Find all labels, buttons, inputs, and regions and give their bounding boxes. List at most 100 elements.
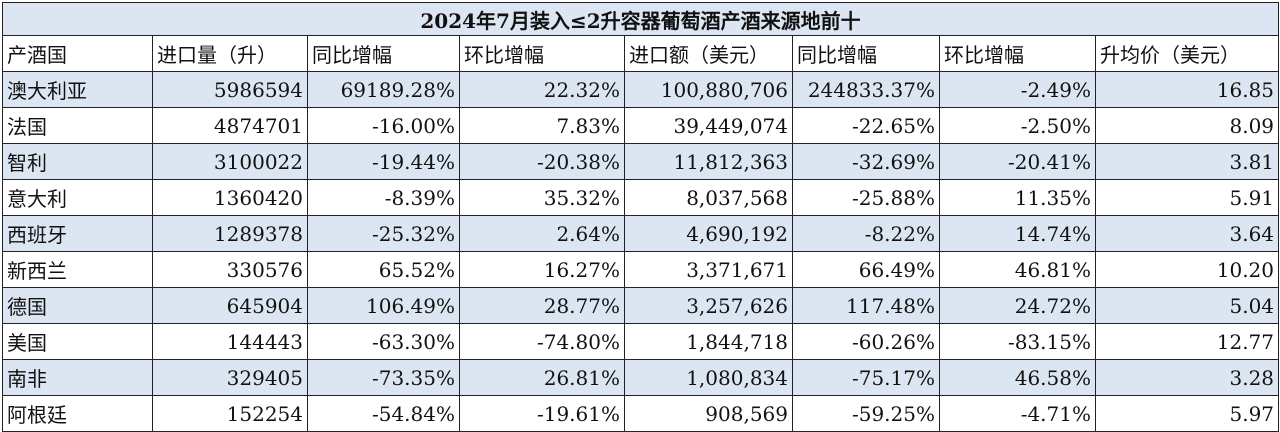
cell-import-volume: 330576 xyxy=(152,251,308,288)
cell-import-value: 3,371,671 xyxy=(624,251,793,288)
table-row: 智利 3100022 -19.44% -20.38% 11,812,363 -32.69%… xyxy=(2,143,1280,180)
cell-value-yoy: -60.26% xyxy=(792,323,940,360)
cell-import-volume: 1289378 xyxy=(152,215,308,252)
cell-country: 新西兰 xyxy=(2,251,153,288)
cell-country: 意大利 xyxy=(2,179,153,216)
header-row: 产酒国 进口量（升） 同比增幅 环比增幅 进口额（美元） 同比增幅 环比增幅 升… xyxy=(2,35,1280,72)
cell-price-per-liter: 12.77 xyxy=(1094,323,1280,360)
table-row: 阿根廷 152254 -54.84% -19.61% 908,569 -59.25% -4.… xyxy=(2,395,1280,432)
cell-value-mom: 46.58% xyxy=(939,359,1096,396)
cell-volume-mom: 2.64% xyxy=(459,215,625,252)
cell-import-value: 4,690,192 xyxy=(624,215,793,252)
cell-volume-mom: -19.61% xyxy=(459,395,625,432)
cell-price-per-liter: 10.20 xyxy=(1094,251,1280,288)
cell-volume-mom: 16.27% xyxy=(459,251,625,288)
cell-volume-yoy: -16.00% xyxy=(307,107,460,144)
cell-value-yoy: -8.22% xyxy=(792,215,940,252)
cell-import-value: 39,449,074 xyxy=(624,107,793,144)
cell-volume-yoy: -8.39% xyxy=(307,179,460,216)
cell-import-value: 1,080,834 xyxy=(624,359,793,396)
cell-volume-mom: 35.32% xyxy=(459,179,625,216)
cell-import-volume: 3100022 xyxy=(152,143,308,180)
table-row: 德国 645904 106.49% 28.77% 3,257,626 117.48% 24.… xyxy=(2,287,1280,324)
cell-volume-mom: 26.81% xyxy=(459,359,625,396)
cell-value-mom: 14.74% xyxy=(939,215,1096,252)
cell-country: 西班牙 xyxy=(2,215,153,252)
cell-import-volume: 4874701 xyxy=(152,107,308,144)
cell-value-mom: -4.71% xyxy=(939,395,1096,432)
table-row: 意大利 1360420 -8.39% 35.32% 8,037,568 -25.88% 11… xyxy=(2,179,1280,216)
cell-volume-yoy: -19.44% xyxy=(307,143,460,180)
cell-import-value: 100,880,706 xyxy=(624,71,793,108)
cell-import-value: 3,257,626 xyxy=(624,287,793,324)
cell-value-mom: -20.41% xyxy=(939,143,1096,180)
header-value-mom: 环比增幅 xyxy=(939,35,1096,72)
cell-price-per-liter: 3.64 xyxy=(1094,215,1280,252)
cell-volume-yoy: 69189.28% xyxy=(307,71,460,108)
cell-volume-yoy: -63.30% xyxy=(307,323,460,360)
table-row: 新西兰 330576 65.52% 16.27% 3,371,671 66.49% 46.8… xyxy=(2,251,1280,288)
cell-value-mom: -2.50% xyxy=(939,107,1096,144)
cell-import-volume: 645904 xyxy=(152,287,308,324)
cell-value-yoy: -32.69% xyxy=(792,143,940,180)
table-row: 澳大利亚 5986594 69189.28% 22.32% 100,880,706 244… xyxy=(2,71,1280,108)
cell-value-yoy: -59.25% xyxy=(792,395,940,432)
cell-price-per-liter: 16.85 xyxy=(1094,71,1280,108)
header-import-volume: 进口量（升） xyxy=(152,35,308,72)
cell-volume-yoy: 106.49% xyxy=(307,287,460,324)
cell-country: 南非 xyxy=(2,359,153,396)
cell-volume-mom: -20.38% xyxy=(459,143,625,180)
table-body: 澳大利亚 5986594 69189.28% 22.32% 100,880,706 244… xyxy=(2,71,1280,432)
cell-volume-yoy: -54.84% xyxy=(307,395,460,432)
cell-price-per-liter: 3.28 xyxy=(1094,359,1280,396)
cell-value-yoy: -22.65% xyxy=(792,107,940,144)
cell-volume-mom: 7.83% xyxy=(459,107,625,144)
cell-country: 阿根廷 xyxy=(2,395,153,432)
cell-value-yoy: -75.17% xyxy=(792,359,940,396)
cell-country: 法国 xyxy=(2,107,153,144)
cell-value-yoy: 244833.37% xyxy=(792,71,940,108)
cell-import-value: 11,812,363 xyxy=(624,143,793,180)
header-import-value: 进口额（美元） xyxy=(624,35,793,72)
cell-value-mom: 24.72% xyxy=(939,287,1096,324)
cell-price-per-liter: 3.81 xyxy=(1094,143,1280,180)
cell-import-volume: 1360420 xyxy=(152,179,308,216)
table-row: 美国 144443 -63.30% -74.80% 1,844,718 -60.26% -8… xyxy=(2,323,1280,360)
cell-import-value: 1,844,718 xyxy=(624,323,793,360)
header-volume-mom: 环比增幅 xyxy=(459,35,625,72)
cell-import-volume: 152254 xyxy=(152,395,308,432)
cell-value-mom: 46.81% xyxy=(939,251,1096,288)
table-title: 2024年7月装入≤2升容器葡萄酒产酒来源地前十 xyxy=(1,2,1280,36)
cell-value-mom: -83.15% xyxy=(939,323,1096,360)
cell-country: 德国 xyxy=(2,287,153,324)
cell-value-yoy: 66.49% xyxy=(792,251,940,288)
header-volume-yoy: 同比增幅 xyxy=(307,35,460,72)
cell-import-volume: 144443 xyxy=(152,323,308,360)
cell-volume-yoy: -73.35% xyxy=(307,359,460,396)
cell-price-per-liter: 5.97 xyxy=(1094,395,1280,432)
cell-value-mom: -2.49% xyxy=(939,71,1096,108)
cell-country: 美国 xyxy=(2,323,153,360)
cell-import-volume: 329405 xyxy=(152,359,308,396)
cell-price-per-liter: 5.04 xyxy=(1094,287,1280,324)
cell-import-value: 908,569 xyxy=(624,395,793,432)
cell-volume-yoy: 65.52% xyxy=(307,251,460,288)
table-row: 法国 4874701 -16.00% 7.83% 39,449,074 -22.65% -2… xyxy=(2,107,1280,144)
cell-price-per-liter: 8.09 xyxy=(1094,107,1280,144)
cell-value-yoy: -25.88% xyxy=(792,179,940,216)
header-price-per-liter: 升均价（美元） xyxy=(1094,35,1280,72)
header-country: 产酒国 xyxy=(2,35,153,72)
header-value-yoy: 同比增幅 xyxy=(792,35,940,72)
cell-import-value: 8,037,568 xyxy=(624,179,793,216)
cell-country: 智利 xyxy=(2,143,153,180)
cell-volume-mom: 22.32% xyxy=(459,71,625,108)
table-row: 西班牙 1289378 -25.32% 2.64% 4,690,192 -8.22% 14.… xyxy=(2,215,1280,252)
cell-price-per-liter: 5.91 xyxy=(1094,179,1280,216)
cell-volume-mom: 28.77% xyxy=(459,287,625,324)
table-row: 南非 329405 -73.35% 26.81% 1,080,834 -75.17% 46.… xyxy=(2,359,1280,396)
cell-value-yoy: 117.48% xyxy=(792,287,940,324)
cell-volume-mom: -74.80% xyxy=(459,323,625,360)
cell-value-mom: 11.35% xyxy=(939,179,1096,216)
cell-country: 澳大利亚 xyxy=(2,71,153,108)
